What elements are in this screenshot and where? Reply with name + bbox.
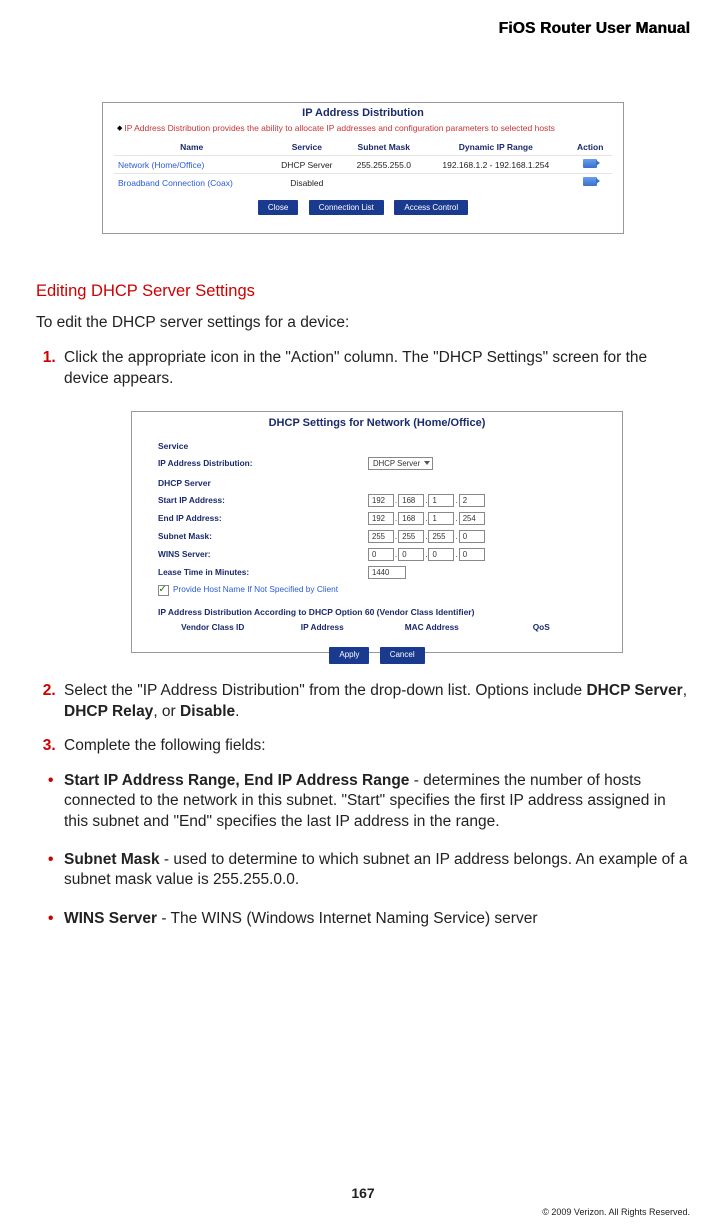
col-action: Action xyxy=(568,139,612,156)
mask-value: 255.255.255.0 xyxy=(368,530,487,543)
ip-octet: 168 xyxy=(398,512,424,525)
col-vendor: Vendor Class ID xyxy=(158,622,268,633)
bullet-text: - The WINS (Windows Internet Naming Serv… xyxy=(157,910,537,927)
step-1: Click the appropriate icon in the "Actio… xyxy=(60,348,690,653)
mask-label: Subnet Mask: xyxy=(158,531,368,542)
copyright: © 2009 Verizon. All Rights Reserved. xyxy=(542,1207,690,1217)
step2-opt: Disable xyxy=(180,703,235,720)
row-service: DHCP Server xyxy=(269,156,344,174)
shot1-buttons: Close Connection List Access Control xyxy=(103,191,623,217)
col-mac: MAC Address xyxy=(377,622,487,633)
ip-octet: 168 xyxy=(398,494,424,507)
ip-octet: 254 xyxy=(459,512,485,525)
connection-list-button: Connection List xyxy=(309,200,384,215)
ip-octet: 192 xyxy=(368,512,394,525)
ipdist-dropdown: DHCP Server xyxy=(368,457,433,470)
row-name: Broadband Connection (Coax) xyxy=(114,174,269,192)
bullet-title: WINS Server xyxy=(64,910,157,927)
row-mask: 255.255.255.0 xyxy=(344,156,423,174)
dhcp-settings-screenshot: DHCP Settings for Network (Home/Office) … xyxy=(131,411,623,653)
apply-button: Apply xyxy=(329,647,369,664)
close-button: Close xyxy=(258,200,298,215)
shot1-table: Name Service Subnet Mask Dynamic IP Rang… xyxy=(114,139,612,191)
dhcp-server-heading: DHCP Server xyxy=(158,472,596,491)
section-heading: Editing DHCP Server Settings xyxy=(36,282,690,301)
intro-text: To edit the DHCP server settings for a d… xyxy=(36,313,690,332)
lease-label: Lease Time in Minutes: xyxy=(158,567,368,578)
col-mask: Subnet Mask xyxy=(344,139,423,156)
step2-opt: DHCP Relay xyxy=(64,703,153,720)
col-name: Name xyxy=(114,139,269,156)
opt60-columns: Vendor Class ID IP Address MAC Address Q… xyxy=(158,620,596,637)
row-mask xyxy=(344,174,423,192)
sep: . xyxy=(235,703,239,720)
row-range xyxy=(423,174,568,192)
ip-octet: 0 xyxy=(428,548,454,561)
ipdist-label: IP Address Distribution: xyxy=(158,458,368,469)
step-2: Select the "IP Address Distribution" fro… xyxy=(60,681,690,722)
edit-icon xyxy=(583,159,597,168)
col-service: Service xyxy=(269,139,344,156)
step2-text: Select the "IP Address Distribution" fro… xyxy=(64,682,586,699)
shot1-note: IP Address Distribution provides the abi… xyxy=(103,121,623,139)
cancel-button: Cancel xyxy=(380,647,425,664)
ip-octet: 255 xyxy=(428,530,454,543)
ip-octet: 192 xyxy=(368,494,394,507)
ip-octet: 255 xyxy=(368,530,394,543)
hostname-checkbox xyxy=(158,585,169,596)
edit-icon xyxy=(583,177,597,186)
row-range: 192.168.1.2 - 192.168.1.254 xyxy=(423,156,568,174)
sep: , or xyxy=(153,703,180,720)
row-action xyxy=(568,174,612,192)
wins-label: WINS Server: xyxy=(158,549,368,560)
end-ip-label: End IP Address: xyxy=(158,513,368,524)
ip-octet: 1 xyxy=(428,494,454,507)
start-ip-value: 192.168.1.2 xyxy=(368,494,487,507)
shot2-title: DHCP Settings for Network (Home/Office) xyxy=(132,412,622,433)
col-ip: IP Address xyxy=(268,622,378,633)
ip-octet: 2 xyxy=(459,494,485,507)
table-row: Broadband Connection (Coax) Disabled xyxy=(114,174,612,192)
lease-value: 1440 xyxy=(368,566,408,579)
ip-octet: 255 xyxy=(398,530,424,543)
bullet-subnet: Subnet Mask - used to determine to which… xyxy=(48,850,690,891)
step-3: Complete the following fields: xyxy=(60,736,690,756)
page-title: FiOS Router User Manual xyxy=(36,20,690,38)
step3-text: Complete the following fields: xyxy=(64,737,266,754)
opt60-heading: IP Address Distribution According to DHC… xyxy=(158,597,596,620)
start-ip-label: Start IP Address: xyxy=(158,495,368,506)
service-heading: Service xyxy=(158,435,596,454)
step2-opt: DHCP Server xyxy=(586,682,682,699)
bullet-title: Start IP Address Range, End IP Address R… xyxy=(64,772,409,789)
col-range: Dynamic IP Range xyxy=(423,139,568,156)
bullet-title: Subnet Mask xyxy=(64,851,160,868)
ip-octet: 0 xyxy=(398,548,424,561)
step-1-text: Click the appropriate icon in the "Actio… xyxy=(64,349,647,386)
sep: , xyxy=(683,682,687,699)
ip-distribution-screenshot: IP Address Distribution IP Address Distr… xyxy=(102,102,624,234)
ip-octet: 0 xyxy=(459,530,485,543)
col-qos: QoS xyxy=(487,622,597,633)
row-name: Network (Home/Office) xyxy=(114,156,269,174)
lease-input: 1440 xyxy=(368,566,406,579)
bullet-wins: WINS Server - The WINS (Windows Internet… xyxy=(48,909,690,929)
shot1-title: IP Address Distribution xyxy=(103,103,623,121)
table-row: Network (Home/Office) DHCP Server 255.25… xyxy=(114,156,612,174)
end-ip-value: 192.168.1.254 xyxy=(368,512,487,525)
shot2-buttons: Apply Cancel xyxy=(158,637,596,666)
row-action xyxy=(568,156,612,174)
ip-octet: 0 xyxy=(368,548,394,561)
hostname-chk-label: Provide Host Name If Not Specified by Cl… xyxy=(173,584,338,595)
ip-octet: 0 xyxy=(459,548,485,561)
wins-value: 0.0.0.0 xyxy=(368,548,487,561)
access-control-button: Access Control xyxy=(394,200,468,215)
ip-octet: 1 xyxy=(428,512,454,525)
bullet-start-end: Start IP Address Range, End IP Address R… xyxy=(48,771,690,832)
page-number: 167 xyxy=(0,1185,726,1201)
row-service: Disabled xyxy=(269,174,344,192)
